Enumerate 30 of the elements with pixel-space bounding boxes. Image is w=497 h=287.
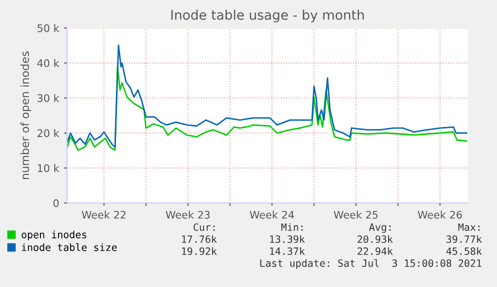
y-tick-label: 20 k [38,129,60,138]
text: 39.77k [446,235,482,243]
text: 45.58k [446,247,482,255]
text: 13.39k [270,235,305,243]
y-tick-label: 50 k [38,24,60,32]
text: Avg: [369,223,391,233]
x-tick-label: Week 24 [250,210,294,219]
legend-label: open inodes [22,230,86,240]
chart-title: Inode table usage - by month [171,10,364,22]
text: Cur: [194,223,215,231]
y-axis-title: number of open inodes [20,52,32,179]
line-series [67,44,468,148]
y-tick-label: 0 [53,199,59,208]
x-tick-label: Week 26 [418,210,462,219]
text: Last update: Sat Jul 3 15:00:08 2021 [260,259,482,269]
y-tick-label: 40 k [37,59,60,68]
text: 20.93k [358,235,393,243]
text: Min: [281,223,303,231]
text: 14.37k [270,247,305,255]
x-tick-label: Week 23 [166,210,210,219]
y-tick-label: 10 k [38,164,60,172]
text: 22.94k [358,247,393,255]
y-tick-label: 30 k [38,94,60,102]
x-tick-label: Week 25 [334,210,378,219]
line-series [67,66,468,151]
text: 19.92k [182,247,217,255]
legend-label: inode table size [22,243,117,252]
x-tick-label: Week 22 [82,210,126,219]
text: 17.76k [182,235,217,243]
text: Max: [458,223,480,231]
